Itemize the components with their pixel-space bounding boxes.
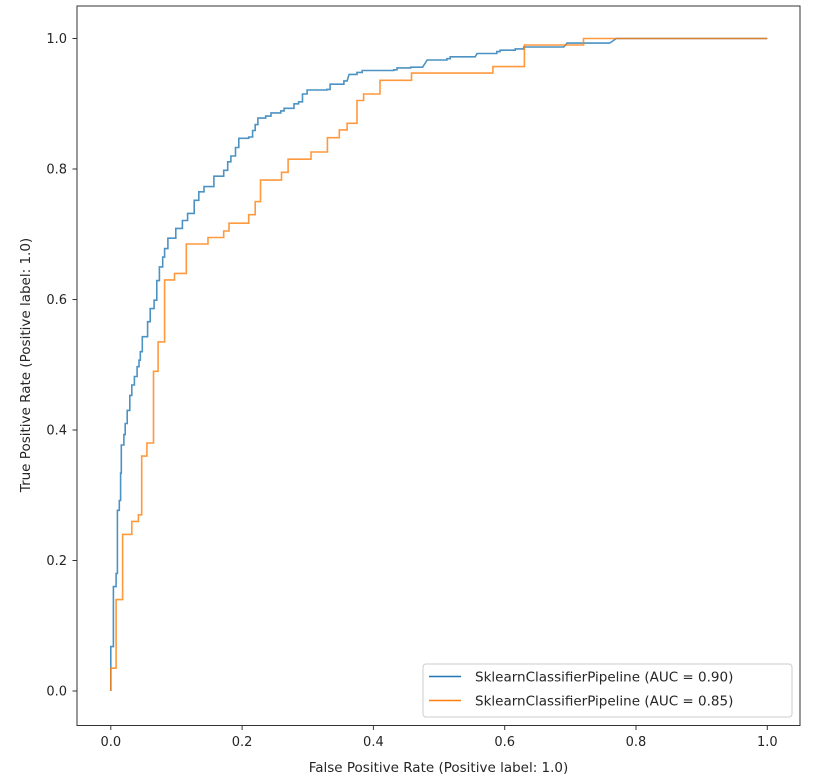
- y-tick-label: 1.0: [46, 32, 67, 47]
- y-tick-label: 0.6: [46, 293, 67, 308]
- x-tick-label: 1.0: [757, 735, 778, 750]
- y-tick: 0.0: [46, 685, 77, 700]
- roc-curve-1: [110, 37, 768, 691]
- legend: SklearnClassifierPipeline (AUC = 0.90) S…: [422, 663, 793, 718]
- y-axis-label: True Positive Rate (Positive label: 1.0): [18, 238, 34, 493]
- curves: [110, 37, 768, 691]
- x-tick: 0.2: [232, 725, 253, 750]
- legend-label-0: SklearnClassifierPipeline (AUC = 0.90): [475, 670, 733, 686]
- y-tick-label: 0.0: [46, 685, 67, 700]
- x-tick-label: 0.4: [363, 735, 384, 750]
- x-tick: 0.4: [363, 725, 384, 750]
- y-tick: 0.6: [46, 293, 77, 308]
- y-tick: 1.0: [46, 32, 77, 47]
- x-axis-label: False Positive Rate (Positive label: 1.0…: [309, 760, 569, 776]
- y-tick-label: 0.2: [46, 554, 67, 569]
- x-tick-label: 0.6: [494, 735, 515, 750]
- legend-box: [422, 663, 793, 718]
- y-tick: 0.8: [46, 163, 77, 178]
- x-tick: 0.8: [626, 725, 647, 750]
- y-tick: 0.4: [46, 424, 77, 439]
- roc-curve-0: [110, 37, 768, 691]
- x-tick-label: 0.0: [100, 735, 121, 750]
- y-axis: 0.0 0.2 0.4 0.6 0.8 1.0: [46, 32, 77, 700]
- legend-label-1: SklearnClassifierPipeline (AUC = 0.85): [475, 694, 733, 710]
- x-tick-label: 0.2: [232, 735, 253, 750]
- plot-frame: [76, 5, 801, 726]
- y-tick-label: 0.4: [46, 424, 67, 439]
- y-tick-label: 0.8: [46, 163, 67, 178]
- x-axis: 0.0 0.2 0.4 0.6 0.8 1.0: [100, 725, 778, 750]
- x-tick: 1.0: [757, 725, 778, 750]
- x-tick-label: 0.8: [626, 735, 647, 750]
- x-tick: 0.0: [100, 725, 121, 750]
- x-tick: 0.6: [494, 725, 515, 750]
- y-tick: 0.2: [46, 554, 77, 569]
